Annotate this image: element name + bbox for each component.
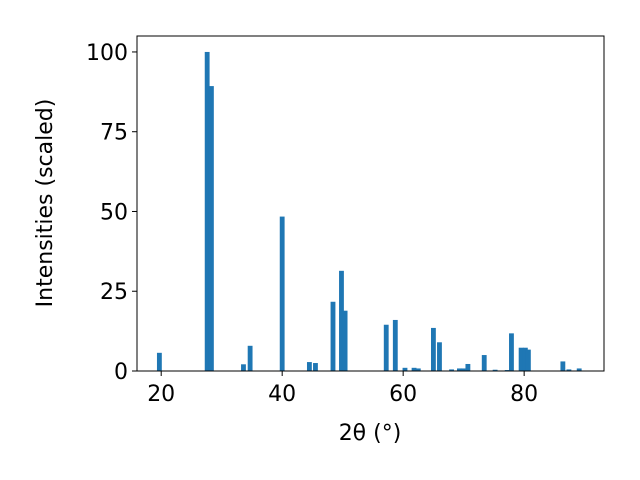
bar [430, 327, 436, 371]
bar [204, 51, 210, 371]
bar [576, 368, 582, 371]
y-tick-label: 100 [86, 41, 128, 66]
bar [156, 352, 162, 371]
bar [383, 324, 389, 371]
bar [208, 86, 214, 371]
bar [342, 310, 348, 371]
bar [402, 367, 408, 371]
bar [518, 347, 524, 371]
plot-frame [136, 35, 605, 372]
bar [522, 347, 528, 371]
x-tick-label: 60 [389, 382, 417, 407]
bar [415, 368, 421, 371]
bar [481, 355, 487, 371]
x-tick-label: 40 [268, 382, 296, 407]
bar [560, 361, 566, 371]
x-tick-label: 80 [510, 382, 538, 407]
bar [411, 367, 417, 371]
bar [449, 369, 454, 371]
y-tick-label: 50 [100, 200, 128, 225]
bar [247, 345, 253, 371]
bar [330, 301, 336, 371]
bar [437, 342, 442, 371]
bar [306, 362, 312, 371]
bar [460, 368, 466, 371]
bar [241, 364, 246, 371]
y-tick-label: 25 [100, 280, 128, 305]
bar [339, 270, 344, 371]
bar [313, 363, 318, 371]
x-axis-label: 2θ (°) [339, 421, 402, 446]
y-tick-label: 0 [114, 360, 128, 385]
x-tick-label: 20 [147, 382, 175, 407]
bar [509, 333, 514, 371]
bar [457, 368, 462, 371]
bar [279, 216, 285, 371]
bar [566, 369, 572, 371]
bar [525, 349, 531, 371]
y-axis-label: Intensities (scaled) [33, 99, 58, 308]
bar [392, 319, 398, 371]
y-tick-label: 75 [100, 121, 128, 146]
bar [465, 363, 471, 371]
bar [492, 369, 498, 371]
